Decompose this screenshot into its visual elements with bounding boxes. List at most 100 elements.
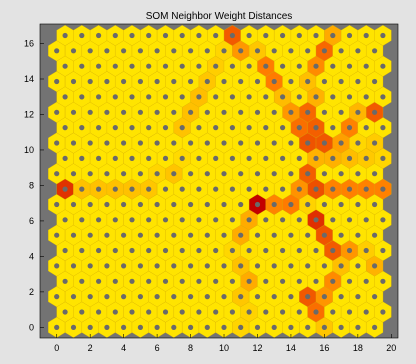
neuron-marker bbox=[221, 324, 227, 330]
neuron-marker bbox=[280, 94, 286, 100]
neuron-marker bbox=[96, 32, 102, 39]
neuron-marker bbox=[263, 247, 269, 254]
neuron-marker bbox=[137, 324, 143, 330]
neuron-marker bbox=[380, 32, 386, 39]
neuron-marker bbox=[70, 48, 77, 54]
neuron-marker bbox=[154, 263, 160, 269]
neuron-marker bbox=[79, 94, 85, 100]
neuron-marker bbox=[380, 125, 386, 131]
neuron-marker bbox=[305, 171, 311, 177]
neuron-marker bbox=[355, 294, 361, 300]
neuron-marker bbox=[238, 109, 244, 115]
neuron-marker bbox=[380, 63, 386, 69]
neuron-marker bbox=[229, 278, 235, 284]
neuron-marker bbox=[129, 186, 135, 192]
neuron-marker bbox=[146, 125, 152, 131]
neuron-marker bbox=[188, 140, 194, 146]
neuron-marker bbox=[188, 263, 194, 269]
neuron-marker bbox=[229, 155, 235, 161]
neuron-marker bbox=[355, 48, 361, 54]
neuron-marker bbox=[338, 263, 344, 269]
neuron-marker bbox=[296, 94, 302, 100]
neuron-marker bbox=[238, 201, 244, 208]
neuron-marker bbox=[330, 217, 336, 223]
neuron-marker bbox=[87, 171, 93, 177]
neuron-marker bbox=[146, 63, 152, 69]
hex-cells bbox=[48, 25, 392, 338]
neuron-marker bbox=[179, 247, 185, 254]
neuron-marker bbox=[372, 201, 378, 208]
neuron-marker bbox=[321, 140, 327, 146]
neuron-marker bbox=[112, 155, 118, 161]
neuron-marker bbox=[162, 94, 169, 100]
neuron-marker bbox=[137, 201, 143, 208]
neuron-marker bbox=[171, 171, 177, 177]
y-tick-label: 4 bbox=[29, 251, 34, 261]
neuron-marker bbox=[196, 309, 202, 315]
neuron-marker bbox=[54, 232, 60, 238]
neuron-marker bbox=[313, 217, 319, 223]
neuron-marker bbox=[146, 247, 152, 254]
neuron-marker bbox=[321, 263, 327, 269]
neuron-marker bbox=[271, 48, 277, 54]
neuron-marker bbox=[162, 155, 169, 161]
neuron-marker bbox=[380, 217, 386, 223]
neuron-marker bbox=[280, 32, 286, 39]
neuron-marker bbox=[196, 186, 202, 192]
neuron-marker bbox=[87, 48, 93, 54]
neuron-marker bbox=[171, 109, 177, 115]
neuron-marker bbox=[321, 109, 327, 115]
neuron-marker bbox=[146, 278, 152, 284]
neuron-marker bbox=[263, 32, 269, 39]
neuron-marker bbox=[305, 78, 311, 85]
neuron-marker bbox=[221, 232, 227, 238]
neuron-marker bbox=[121, 324, 127, 330]
y-tick-label: 14 bbox=[24, 74, 34, 84]
neuron-marker bbox=[263, 309, 269, 315]
neuron-marker bbox=[129, 247, 135, 254]
y-tick-label: 16 bbox=[24, 39, 34, 49]
neuron-marker bbox=[263, 155, 269, 161]
neuron-marker bbox=[196, 63, 202, 69]
neuron-marker bbox=[330, 186, 336, 192]
neuron-marker bbox=[238, 324, 244, 330]
neuron-marker bbox=[330, 278, 336, 284]
neuron-marker bbox=[87, 324, 93, 330]
neuron-marker bbox=[321, 48, 327, 54]
neuron-marker bbox=[96, 94, 102, 100]
neuron-marker bbox=[204, 140, 210, 146]
neuron-marker bbox=[271, 140, 277, 146]
neuron-marker bbox=[296, 125, 302, 131]
neuron-marker bbox=[121, 294, 127, 300]
neuron-marker bbox=[121, 109, 127, 115]
neuron-marker bbox=[372, 109, 378, 115]
neuron-marker bbox=[321, 78, 327, 85]
neuron-marker bbox=[372, 294, 378, 300]
neuron-marker bbox=[346, 278, 353, 284]
neuron-marker bbox=[271, 263, 277, 269]
neuron-marker bbox=[363, 63, 369, 69]
neuron-marker bbox=[70, 324, 77, 330]
neuron-marker bbox=[330, 32, 336, 39]
neuron-marker bbox=[321, 294, 327, 300]
neuron-marker bbox=[179, 217, 185, 223]
neuron-marker bbox=[288, 48, 294, 54]
neuron-marker bbox=[204, 78, 210, 85]
neuron-marker bbox=[70, 109, 77, 115]
neuron-marker bbox=[179, 94, 185, 100]
neuron-marker bbox=[355, 263, 361, 269]
neuron-marker bbox=[129, 309, 135, 315]
neuron-marker bbox=[305, 109, 311, 115]
neuron-marker bbox=[363, 186, 369, 192]
neuron-marker bbox=[313, 94, 319, 100]
neuron-marker bbox=[238, 294, 244, 300]
neuron-marker bbox=[346, 309, 353, 315]
neuron-marker bbox=[129, 217, 135, 223]
neuron-marker bbox=[62, 309, 68, 315]
y-tick-label: 10 bbox=[24, 145, 34, 155]
neuron-marker bbox=[54, 109, 60, 115]
neuron-marker bbox=[171, 232, 177, 238]
neuron-marker bbox=[196, 94, 202, 100]
neuron-marker bbox=[321, 171, 327, 177]
neuron-marker bbox=[346, 94, 353, 100]
